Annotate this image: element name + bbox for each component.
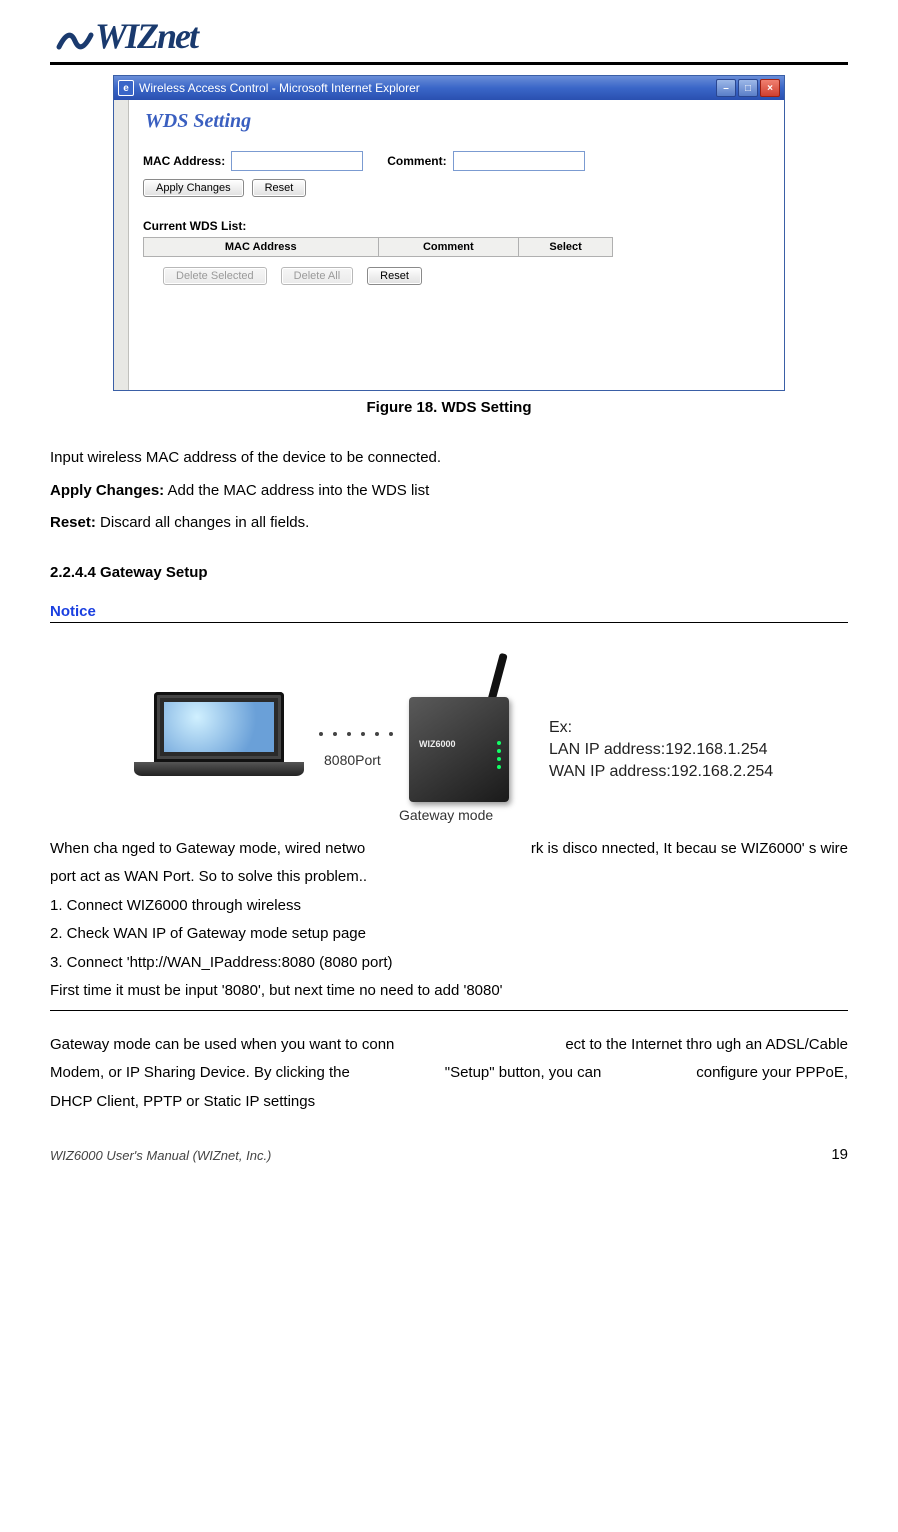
comment-input[interactable]	[453, 151, 585, 171]
notice-l2: 2. Check WAN IP of Gateway mode setup pa…	[50, 920, 848, 949]
intro-text: Input wireless MAC address of the device…	[50, 444, 848, 473]
lan-ip-text: LAN IP address:192.168.1.254	[549, 739, 773, 761]
closing-e: configure your PPPoE,	[696, 1059, 848, 1088]
port-label: 8080Port	[324, 752, 381, 768]
reset-list-button[interactable]: Reset	[367, 267, 422, 285]
notice-l1: 1. Connect WIZ6000 through wireless	[50, 892, 848, 921]
minimize-button[interactable]: –	[716, 79, 736, 97]
closing-f: DHCP Client, PPTP or Static IP settings	[50, 1088, 848, 1117]
closing-paragraph: Gateway mode can be used when you want t…	[50, 1031, 848, 1117]
notice-p2: port act as WAN Port. So to solve this p…	[50, 863, 848, 892]
apply-changes-button[interactable]: Apply Changes	[143, 179, 244, 197]
device-icon: WIZ6000	[409, 662, 519, 817]
delete-selected-button[interactable]: Delete Selected	[163, 267, 267, 285]
closing-d: "Setup" button, you can	[445, 1059, 602, 1088]
title-bar: e Wireless Access Control - Microsoft In…	[114, 76, 784, 100]
wds-heading: WDS Setting	[145, 110, 770, 133]
example-block: Ex: LAN IP address:192.168.1.254 WAN IP …	[549, 717, 773, 784]
gateway-setup-heading: 2.2.4.4 Gateway Setup	[50, 564, 848, 581]
footer-company: (WIZnet, Inc.)	[189, 1148, 271, 1163]
notice-rule-bottom	[50, 1010, 848, 1011]
reset-label: Reset:	[50, 514, 96, 531]
mac-address-input[interactable]	[231, 151, 363, 171]
figure-caption: Figure 18. WDS Setting	[50, 399, 848, 416]
close-button[interactable]: ×	[760, 79, 780, 97]
notice-p1a: When cha nged to Gateway mode, wired net…	[50, 835, 365, 864]
notice-heading: Notice	[50, 603, 848, 620]
apply-changes-desc: Apply Changes: Add the MAC address into …	[50, 477, 848, 506]
closing-b: ect to the Internet thro ugh an ADSL/Cab…	[565, 1031, 848, 1060]
device-name-label: WIZ6000	[419, 739, 456, 749]
page-footer: WIZ6000 User's Manual (WIZnet, Inc.) 19	[50, 1146, 848, 1163]
reset-button[interactable]: Reset	[252, 179, 307, 197]
window-title: Wireless Access Control - Microsoft Inte…	[139, 81, 716, 95]
notice-l3: 3. Connect 'http://WAN_IPaddress:8080 (8…	[50, 949, 848, 978]
comment-label: Comment:	[387, 154, 446, 168]
apply-label: Apply Changes:	[50, 482, 164, 499]
laptop-icon	[129, 692, 309, 787]
maximize-button[interactable]: □	[738, 79, 758, 97]
wds-list-label: Current WDS List:	[143, 219, 770, 233]
notice-l4: First time it must be input '8080', but …	[50, 977, 848, 1006]
reset-desc: Reset: Discard all changes in all fields…	[50, 509, 848, 538]
apply-text: Add the MAC address into the WDS list	[164, 482, 429, 499]
closing-c: Modem, or IP Sharing Device. By clicking…	[50, 1059, 350, 1088]
side-panel	[114, 100, 129, 390]
wan-ip-text: WAN IP address:192.168.2.254	[549, 761, 773, 783]
page-number: 19	[831, 1146, 848, 1163]
closing-a: Gateway mode can be used when you want t…	[50, 1031, 394, 1060]
header-rule	[50, 62, 848, 65]
mac-address-label: MAC Address:	[143, 154, 225, 168]
delete-all-button[interactable]: Delete All	[281, 267, 353, 285]
wds-table: MAC Address Comment Select	[143, 237, 613, 257]
notice-rule-top	[50, 622, 848, 623]
notice-body: When cha nged to Gateway mode, wired net…	[50, 835, 848, 1006]
ex-label: Ex:	[549, 717, 773, 739]
wireless-dots-icon	[319, 732, 393, 736]
col-select: Select	[519, 238, 613, 257]
gateway-diagram: 8080Port WIZ6000 Gateway mode Ex: LAN IP…	[109, 637, 789, 827]
col-comment: Comment	[378, 238, 519, 257]
ie-icon: e	[118, 80, 134, 96]
brand-text: WIZnet	[95, 16, 197, 56]
browser-window: e Wireless Access Control - Microsoft In…	[113, 75, 785, 391]
gateway-mode-label: Gateway mode	[399, 807, 493, 823]
notice-p1b: rk is disco nnected, It becau se WIZ6000…	[531, 835, 848, 864]
brand-logo: WIZnet	[50, 10, 848, 57]
col-mac: MAC Address	[144, 238, 379, 257]
reset-text: Discard all changes in all fields.	[96, 514, 309, 531]
footer-manual: WIZ6000 User's Manual	[50, 1148, 189, 1163]
